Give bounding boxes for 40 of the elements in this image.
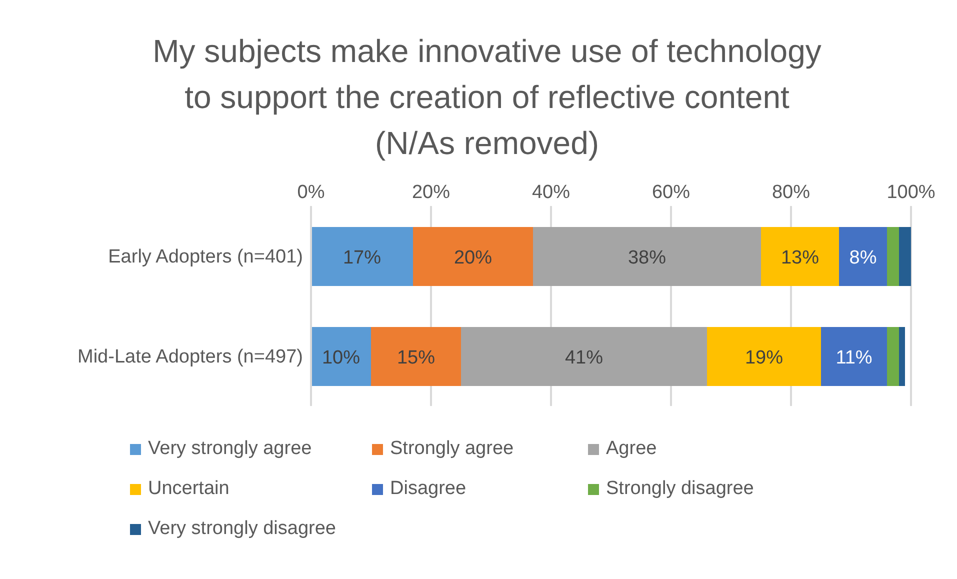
legend-label: Disagree xyxy=(390,478,466,500)
data-label: 38% xyxy=(628,248,666,268)
x-tick-label: 0% xyxy=(297,182,325,203)
x-tick-label: 80% xyxy=(772,182,810,203)
chart-title: My subjects make innovative use of technology to support the creation of reflective content (N/As removed) xyxy=(152,32,822,163)
bar xyxy=(311,227,413,286)
data-label: 20% xyxy=(454,248,492,268)
data-label: 19% xyxy=(744,348,784,368)
data-label: 8% xyxy=(849,248,877,268)
bar xyxy=(311,327,371,386)
legend-label: Agree xyxy=(606,438,657,460)
bar xyxy=(533,227,761,286)
data-label: 10% xyxy=(322,348,360,368)
bar xyxy=(761,227,839,286)
bar xyxy=(899,227,911,286)
data-label: 17% xyxy=(342,248,382,268)
x-tick-label: 40% xyxy=(532,182,570,203)
bar xyxy=(413,227,533,286)
y-tick-label: Early Adopters (n=401) xyxy=(108,246,303,268)
bar xyxy=(371,327,461,386)
bar xyxy=(899,327,905,386)
data-label: 15% xyxy=(396,348,436,368)
bar xyxy=(461,327,707,386)
bar xyxy=(887,227,899,286)
x-tick-label: 60% xyxy=(652,182,690,203)
legend-label: Strongly disagree xyxy=(606,478,754,500)
legend-label: Uncertain xyxy=(148,478,230,500)
bar xyxy=(707,327,821,386)
x-tick-label: 20% xyxy=(412,182,450,203)
y-tick-label: Mid-Late Adopters (n=497) xyxy=(78,346,303,368)
legend-label: Very strongly agree xyxy=(148,438,312,460)
data-label: 13% xyxy=(780,248,820,268)
bar xyxy=(821,327,887,386)
bar xyxy=(887,327,899,386)
bar xyxy=(839,227,887,286)
legend-label: Very strongly disagree xyxy=(148,518,336,540)
data-label: 11% xyxy=(836,348,872,368)
legend-label: Strongly agree xyxy=(390,438,514,460)
x-tick-label: 100% xyxy=(886,182,936,203)
data-label: 41% xyxy=(564,348,604,368)
